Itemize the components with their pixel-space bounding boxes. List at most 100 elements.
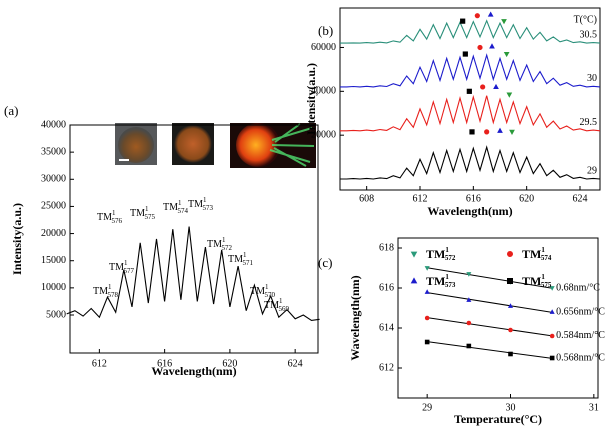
spectrum-line [340,145,601,180]
legend-marker [410,277,418,284]
x-tick-label: 616 [157,358,172,369]
legend-label: TM1 572 [426,246,456,262]
marker [508,351,513,357]
y-tick-label: 35000 [41,146,66,157]
spectrum-line [66,226,320,321]
legend-label: 30 [587,73,597,84]
y-tick-label: 20000 [41,228,66,239]
marker [424,289,430,294]
label-sup: 1 [108,283,112,291]
label-sup: 1 [145,205,149,213]
legend-marker [507,278,513,284]
legend-marker [410,251,418,258]
x-axis-label: Wavelength(nm) [427,204,512,218]
marker [480,84,486,90]
marker [484,129,490,135]
x-tick-label: 624 [573,193,588,204]
label-base: TM [250,286,265,297]
label-base: TM [228,254,243,265]
spectrum-line [340,94,601,132]
legend-label: 29 [587,165,597,176]
label-base: TM [207,239,222,250]
label-sub: 572 [445,254,456,262]
marker [509,129,515,136]
x-tick-label: 620 [519,193,534,204]
label-base: TM [426,274,445,288]
label-base: TM [426,247,445,261]
slope-label: 0.568nm/°C [556,353,605,364]
peak-annotation: TM1 570 [250,283,276,299]
label-base: TM [522,274,541,288]
label-sub: 574 [178,207,189,215]
marker [489,43,495,49]
label-sub: 571 [243,259,254,267]
plot-frame [397,237,599,399]
marker [493,83,499,90]
y-tick-label: 618 [379,242,394,253]
panel-label: (b) [318,23,333,38]
marker [506,92,513,98]
panel-label: (a) [4,103,18,118]
label-sup: 1 [112,209,116,217]
y-tick-label: 30000 [41,174,66,185]
marker [549,286,555,291]
label-sup: 1 [279,297,283,305]
marker [503,51,510,58]
y-axis-label: Intensity(a.u.) [10,203,24,275]
label-sub: 572 [222,244,233,252]
peak-annotation: TM1 569 [264,297,290,313]
label-sup: 1 [203,196,207,204]
marker [424,266,430,271]
marker [487,11,494,17]
label-sup: 1 [445,273,449,281]
peak-annotation: TM1 573 [188,196,214,212]
peak-annotation: TM1 575 [130,205,156,221]
x-tick-label: 616 [466,193,481,204]
label-sub: 569 [279,305,290,313]
label-sup: 1 [124,259,128,267]
label-sup: 1 [541,273,545,281]
plot-frame [339,7,601,191]
x-axis-label: Wavelength(nm) [151,364,236,378]
plot-frame [69,124,319,354]
label-sup: 1 [243,251,247,259]
label-sup: 1 [178,199,182,207]
fit-line [427,341,553,359]
peak-annotation: TM1 578 [93,283,119,299]
x-tick-label: 30 [506,402,516,413]
fit-line [427,317,553,337]
slope-label: 0.584nm/°C [556,330,605,341]
legend-label: 29.5 [580,117,598,128]
label-base: TM [188,199,203,210]
peak-annotation: TM1 577 [109,259,135,275]
legend-label: TM1 574 [522,246,552,262]
label-sub: 570 [265,291,276,299]
label-sub: 575 [145,213,156,221]
y-tick-label: 40000 [41,119,66,130]
label-sub: 578 [108,291,119,299]
label-sub: 575 [541,281,552,289]
marker [424,315,430,321]
x-tick-label: 608 [359,193,374,204]
marker [466,320,472,326]
marker [424,339,430,345]
y-tick-label: 612 [379,362,394,373]
peak-annotation: TM1 572 [207,236,233,252]
marker [460,18,466,24]
marker [507,303,514,308]
x-tick-label: 612 [413,193,428,204]
x-tick-label: 612 [92,358,107,369]
y-tick-label: 25000 [41,201,66,212]
x-tick-label: 624 [288,358,303,369]
label-sup: 1 [541,246,545,254]
slope-label: 0.656nm/°C [556,307,605,318]
legend-marker [507,251,513,257]
y-tick-label: 20000 [311,129,336,140]
x-tick-label: 29 [422,402,432,413]
label-sub: 573 [445,281,456,289]
label-sub: 573 [203,204,214,212]
label-base: TM [93,286,108,297]
legend-title: T(°C) [574,14,597,25]
label-sub: 574 [541,254,552,262]
